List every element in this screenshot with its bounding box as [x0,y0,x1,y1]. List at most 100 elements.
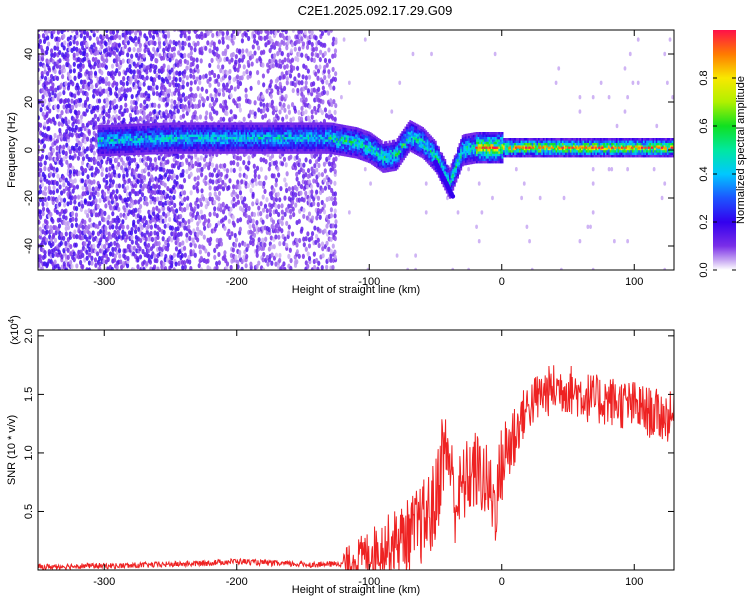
spectrogram-cell [311,215,315,221]
spectrogram-cell [284,93,288,100]
spectrogram-cell [38,262,41,268]
spectrogram-cell [86,174,90,180]
spectrogram-cell [222,116,226,122]
spectrogram-cell [125,202,129,208]
spectrogram-cell [327,30,331,36]
spectrogram-cell [151,162,155,169]
spectrogram-cell [249,261,253,267]
spectrogram-cell [62,182,66,188]
spectrogram-cell [93,70,98,76]
spectrogram-cell [47,249,51,255]
spectrogram-cell [340,95,343,100]
spectrogram-cell [279,63,283,69]
spectrogram-cell [196,237,200,243]
spectrogram-cell [320,109,324,116]
spectrogram-cell [212,41,216,47]
spectrogram-cell [289,214,293,220]
spectrogram-cell [198,74,202,81]
spectrogram-cell [58,217,62,223]
spectrogram-cell [173,202,177,209]
spectrogram-cell [240,179,244,185]
spectrogram-cell [43,160,47,166]
spectrogram-cell [238,166,242,172]
spectrogram-cell [636,80,640,86]
spectrogram-cell [295,237,299,243]
spectrogram-cell [274,177,279,183]
spectrogram-cell [62,235,66,241]
spectrogram-cell [142,81,146,87]
spectrogram-cell [330,196,334,202]
spectrogram-cell [414,253,418,258]
spectrogram-cell [151,206,156,212]
spectrogram-cell [663,181,667,186]
spectrogram-cell [225,173,229,179]
spectrogram-cell [174,261,178,267]
spectrogram-cell [59,190,64,196]
spectrogram-cell [331,41,335,47]
spectrogram-cell [294,202,298,208]
spectrogram-cell [149,230,153,237]
spectrogram-cell [210,172,214,178]
spectrogram-cell [193,252,197,258]
spectrogram-cell [38,254,43,260]
spectrogram-cell [58,49,62,56]
spectrogram-cell [162,167,166,173]
spectrogram-cell [591,95,595,100]
spectrogram-cell [301,110,305,116]
spectrogram-cell [75,234,79,240]
spectrogram-cell [121,30,125,32]
spectrogram-cell [45,224,49,230]
spectrogram-cell [411,51,415,57]
spectrogram-cell [307,179,312,185]
spectrogram-cell [234,237,239,243]
spectrogram-cell [68,191,72,197]
spectrogram-cell [663,51,667,57]
spectrogram-cell [53,68,57,75]
spectrogram-cell [185,65,189,71]
spectrogram-cell [329,98,333,104]
spectrogram-cell [145,35,149,42]
spectrogram-cell [333,254,337,260]
spectrogram-cell [221,36,225,42]
spectrogram-cell [316,195,321,201]
spectrogram-cell [53,225,58,231]
spectrogram-cell [196,175,200,181]
spectrogram-cell [134,84,138,90]
spectrogram-cell [73,194,77,201]
spectrogram-cell [148,33,153,39]
spectrogram-cell [38,138,41,144]
spectrogram-cell [248,223,252,230]
spectrogram-cell [136,96,140,102]
spectrogram-cell [79,141,83,148]
spectrogram-cell [277,172,281,178]
spectrogram-cell [316,182,320,188]
spectrogram-cell [133,199,138,205]
spectrogram-cell [128,46,132,53]
spectrogram-cell [115,224,119,230]
spectrogram-cell [157,103,161,109]
spectrogram-cell [51,172,56,178]
spectrogram-cell [304,246,308,252]
spectrogram-cell [562,195,566,201]
spectrogram-cell [221,31,225,37]
spectrogram-cell [93,113,97,119]
spectrogram-cell [230,57,234,63]
spectrogram-cell [342,37,346,42]
spectrogram-cell [43,98,47,104]
spectrogram-cell [310,41,314,48]
spectrogram-cell [53,93,57,99]
spectrogram-cell [291,116,295,122]
spectrogram-cell [200,172,204,178]
spectrogram-cell [295,242,299,248]
spectrogram-cell [234,53,238,60]
spectrogram-cell [77,170,81,176]
spectrogram-cell [216,73,221,80]
spectrogram-cell [53,132,57,139]
spectrogram-cell [87,240,91,246]
spectrogram-cell [108,203,112,210]
spectrogram-cell [72,30,76,32]
spectrogram-cell [327,69,331,75]
spectrogram-cell [147,93,151,99]
spectrogram-cell [314,46,318,52]
spectrogram-cell [85,41,89,48]
